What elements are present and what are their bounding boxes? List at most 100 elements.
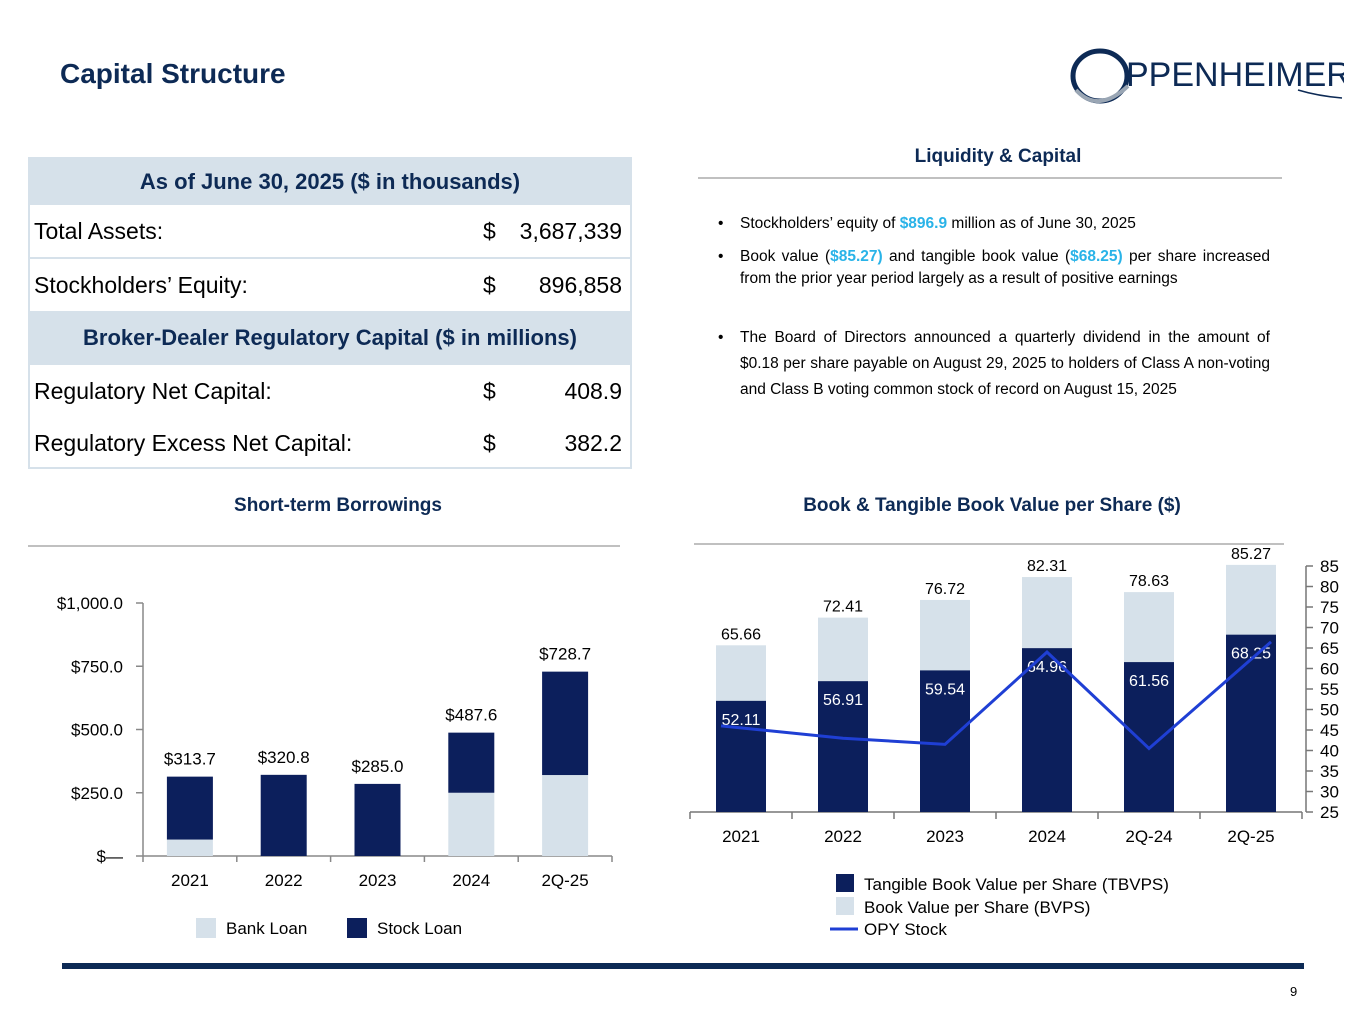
bar-total-label: $285.0 <box>352 757 404 776</box>
borrowings-heading: Short-term Borrowings <box>234 495 442 516</box>
bar-stock-loan <box>260 774 307 856</box>
bar-tangible-book-value <box>1022 648 1072 812</box>
page-title: Capital Structure <box>60 58 286 89</box>
bullet-item: • Stockholders’ equity of $896.9 million… <box>718 215 1136 232</box>
bar-tangible-book-value <box>716 700 766 812</box>
bullet-item: • Book value ($85.27) and tangible book … <box>718 248 1270 287</box>
x-tick-label: 2023 <box>359 871 397 890</box>
y-tick-label: $— <box>97 847 123 866</box>
row-currency: $ <box>483 430 496 456</box>
y2-tick-label: 70 <box>1320 619 1339 638</box>
row-value: 382.2 <box>564 430 622 456</box>
footer-bar <box>62 963 1304 969</box>
bar-tangible-book-value <box>818 681 868 812</box>
bar-tangible-book-value <box>1124 662 1174 812</box>
bv-label: 85.27 <box>1231 546 1271 563</box>
logo-text: PPENHEIMER <box>1126 56 1344 94</box>
tbv-label: 59.54 <box>925 681 965 698</box>
bar-total-label: $728.7 <box>539 645 591 664</box>
bv-label: 65.66 <box>721 626 761 643</box>
page-number: 9 <box>1290 984 1298 999</box>
bar-stock-loan <box>166 776 213 840</box>
legend-label: Tangible Book Value per Share (TBVPS) <box>864 875 1169 894</box>
bv-label: 82.31 <box>1027 558 1067 575</box>
y2-tick-label: 50 <box>1320 701 1339 720</box>
borrowings-chart: $— $250.0 $500.0 $750.0 $1,000.0 $313.7 2021 $3… <box>57 594 613 938</box>
y2-tick-label: 85 <box>1320 557 1339 576</box>
x-tick-label: 2022 <box>265 871 303 890</box>
bar-tangible-book-value <box>1226 634 1276 812</box>
liquidity-heading: Liquidity & Capital <box>914 146 1082 167</box>
x-tick-label: 2021 <box>171 871 209 890</box>
bar-total-label: $313.7 <box>164 750 216 769</box>
table-row: Regulatory Net Capital: $ 408.9 <box>30 365 630 417</box>
bar-bank-loan <box>448 792 495 856</box>
y2-tick-label: 30 <box>1320 783 1339 802</box>
y-tick-label: $750.0 <box>71 657 123 676</box>
row-currency: $ <box>483 218 496 244</box>
row-label: Regulatory Excess Net Capital: <box>34 430 353 456</box>
bar-total-label: $487.6 <box>445 706 497 725</box>
opy-stock-line <box>720 640 1272 751</box>
tbv-label: 52.11 <box>722 712 761 729</box>
y2-tick-label: 35 <box>1320 762 1339 781</box>
bar-bank-loan <box>542 775 589 856</box>
legend-swatch-tbvps <box>836 874 854 892</box>
y2-tick-label: 80 <box>1320 578 1339 597</box>
bar-total-label: $320.8 <box>258 748 310 767</box>
table-row: Stockholders’ Equity: $ 896,858 <box>30 259 630 311</box>
y2-tick-label: 65 <box>1320 639 1339 658</box>
row-value: 3,687,339 <box>519 218 622 244</box>
tbv-label: 61.56 <box>1129 673 1169 690</box>
row-label: Regulatory Net Capital: <box>34 378 272 404</box>
tbv-label: 64.96 <box>1027 659 1067 676</box>
legend-label: Stock Loan <box>377 919 462 938</box>
bar-stock-loan <box>354 783 401 856</box>
table-header-balance: As of June 30, 2025 ($ in thousands) <box>30 159 630 205</box>
y2-tick-label: 25 <box>1320 803 1339 822</box>
y2-tick-label: 75 <box>1320 598 1339 617</box>
row-currency: $ <box>483 378 496 404</box>
borrowings-divider <box>28 545 620 547</box>
capital-table: As of June 30, 2025 ($ in thousands) Tot… <box>28 157 632 469</box>
table-row: Regulatory Excess Net Capital: $ 382.2 <box>30 417 630 469</box>
y2-tick-label: 45 <box>1320 721 1339 740</box>
bar-stock-loan <box>448 732 495 793</box>
legend-swatch-stock-loan <box>347 918 367 938</box>
table-header-regulatory: Broker-Dealer Regulatory Capital ($ in m… <box>30 311 630 365</box>
table-row: Total Assets: $ 3,687,339 <box>30 205 630 257</box>
row-value: 408.9 <box>564 378 622 404</box>
oppenheimer-logo: PPENHEIMER <box>1068 46 1351 108</box>
legend-swatch-bvps <box>836 897 854 915</box>
x-tick-label: 2024 <box>1028 827 1066 846</box>
bar-tangible-book-value <box>920 670 970 812</box>
row-value: 896,858 <box>538 272 622 298</box>
bullet-item: • The Board of Directors announced a qua… <box>718 329 1270 398</box>
bookvalue-heading: Book & Tangible Book Value per Share ($) <box>803 495 1181 516</box>
bookvalue-divider <box>694 543 1284 545</box>
y-tick-label: $1,000.0 <box>57 594 123 613</box>
x-tick-label: 2023 <box>926 827 964 846</box>
y2-tick-label: 60 <box>1320 660 1339 679</box>
x-tick-label: 2021 <box>722 827 760 846</box>
legend-label: OPY Stock <box>864 920 947 939</box>
legend-swatch-bank-loan <box>196 918 216 938</box>
legend-label: Bank Loan <box>226 919 307 938</box>
y-tick-label: $500.0 <box>71 721 123 740</box>
tbv-label: 56.91 <box>823 692 863 709</box>
y-tick-label: $250.0 <box>71 784 123 803</box>
row-label: Total Assets: <box>34 218 164 244</box>
row-label: Stockholders’ Equity: <box>34 272 248 298</box>
bv-label: 72.41 <box>823 599 863 616</box>
legend-label: Book Value per Share (BVPS) <box>864 898 1090 917</box>
y2-tick-label: 40 <box>1320 742 1339 761</box>
bv-label: 78.63 <box>1129 573 1169 590</box>
y2-tick-label: 55 <box>1320 680 1339 699</box>
row-currency: $ <box>483 272 496 298</box>
bar-bank-loan <box>166 839 213 856</box>
x-tick-label: 2Q-25 <box>1227 827 1274 846</box>
x-tick-label: 2022 <box>824 827 862 846</box>
x-tick-label: 2Q-25 <box>541 871 588 890</box>
bar-stock-loan <box>542 671 589 776</box>
